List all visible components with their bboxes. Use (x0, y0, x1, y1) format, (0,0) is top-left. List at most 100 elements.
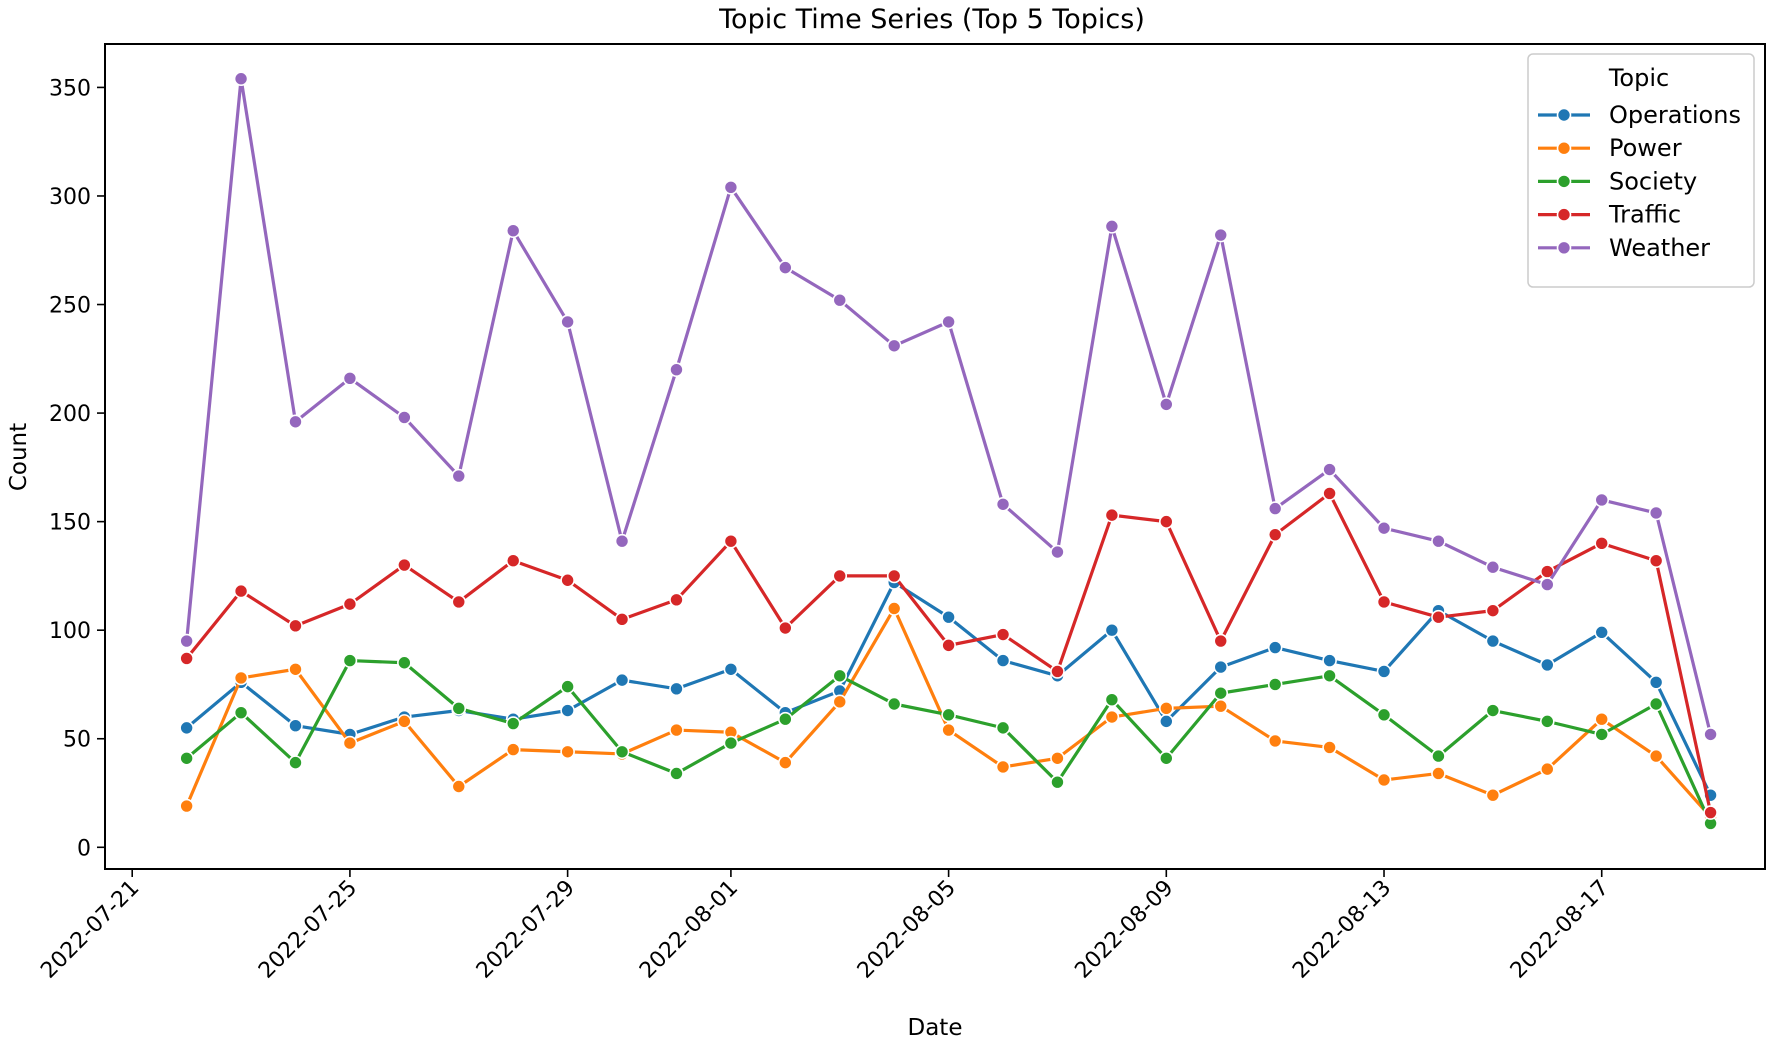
y-tick-label: 250 (49, 294, 91, 319)
data-point (778, 620, 793, 636)
data-point (886, 696, 902, 712)
legend-item-operations: Operations (1538, 101, 1741, 129)
y-tick-label: 350 (49, 76, 91, 101)
y-tick-label: 0 (77, 836, 91, 861)
data-point (1213, 633, 1229, 649)
data-point (560, 744, 575, 760)
data-point (1159, 514, 1174, 529)
data-point (505, 553, 521, 569)
legend-item-weather: Weather (1538, 234, 1710, 262)
data-point (723, 735, 739, 751)
data-point (1539, 577, 1555, 592)
data-point (1431, 748, 1446, 764)
data-point (233, 583, 249, 599)
legend-marker (1556, 207, 1572, 222)
data-point (1539, 657, 1555, 673)
data-point (1485, 559, 1501, 575)
data-point (1050, 750, 1065, 766)
data-point (451, 594, 467, 610)
chart-title: Topic Time Series (Top 5 Topics) (718, 4, 1145, 35)
data-point (1322, 462, 1337, 477)
data-point (669, 681, 684, 697)
data-point (1431, 609, 1446, 625)
data-point (995, 720, 1011, 736)
data-point (288, 618, 303, 634)
x-tick-label: 2022-08-13 (1288, 876, 1396, 984)
x-tick-label: 2022-07-25 (254, 876, 362, 984)
data-point (342, 653, 358, 668)
data-point (1159, 701, 1174, 716)
data-point (995, 653, 1011, 668)
data-point (1213, 227, 1229, 243)
y-tick-label: 200 (49, 402, 91, 427)
data-point (1376, 594, 1392, 610)
data-point (179, 720, 194, 736)
legend-label: Society (1609, 167, 1697, 195)
data-point (1648, 748, 1664, 764)
x-tick-label: 2022-07-29 (472, 876, 580, 984)
data-point (397, 714, 412, 729)
data-point (505, 742, 521, 757)
data-point (1267, 501, 1283, 516)
data-point (995, 627, 1011, 642)
series-society (179, 653, 1718, 831)
x-tick-label: 2022-08-05 (853, 876, 961, 984)
data-point (397, 655, 412, 671)
data-point (451, 468, 467, 484)
data-point (1594, 727, 1610, 742)
data-point (778, 711, 793, 727)
y-axis-title: Count (6, 423, 32, 491)
data-point (1648, 505, 1664, 521)
data-point (342, 596, 358, 612)
data-point (995, 496, 1011, 512)
legend-item-power: Power (1538, 134, 1682, 162)
data-point (1322, 486, 1337, 501)
y-axis: 0 50 100 150 200 250 300 350 (49, 76, 105, 861)
data-point (995, 759, 1011, 775)
data-point (397, 410, 412, 425)
data-point (1213, 698, 1229, 714)
data-point (1104, 622, 1120, 638)
data-point (723, 661, 739, 677)
data-point (832, 668, 848, 684)
legend-item-traffic: Traffic (1538, 201, 1681, 229)
data-point (778, 755, 793, 770)
series-power (179, 601, 1718, 825)
data-point (560, 703, 575, 718)
data-point (342, 371, 358, 386)
y-tick-label: 150 (49, 511, 91, 536)
x-tick-label: 2022-08-09 (1070, 876, 1178, 984)
data-point (451, 779, 467, 794)
legend-label: Power (1609, 134, 1682, 162)
data-point (1648, 674, 1664, 690)
data-point (1431, 533, 1446, 549)
data-point (832, 292, 848, 308)
series-line-society (185, 658, 1713, 825)
data-point (614, 744, 630, 760)
x-axis-title: Date (908, 1015, 963, 1041)
plot-area-frame (104, 43, 1766, 870)
data-point (342, 735, 358, 751)
data-point (669, 592, 684, 608)
data-point (1648, 696, 1664, 712)
data-point (560, 679, 575, 694)
data-point (1376, 772, 1392, 788)
legend: Topic Operations Power Society Traffic Weath… (1527, 53, 1755, 288)
data-point (1322, 653, 1337, 668)
x-tick-label: 2022-08-17 (1506, 876, 1614, 984)
data-point (886, 568, 902, 584)
data-point (1322, 740, 1337, 755)
data-point (941, 609, 956, 625)
data-point (614, 533, 630, 549)
data-point (1159, 397, 1174, 412)
data-point (560, 314, 575, 330)
data-point (1485, 603, 1501, 618)
data-point (886, 338, 902, 354)
data-point (451, 701, 467, 716)
data-point (669, 766, 684, 781)
data-point (1267, 640, 1283, 655)
data-point (560, 572, 575, 588)
data-point (1050, 544, 1065, 560)
